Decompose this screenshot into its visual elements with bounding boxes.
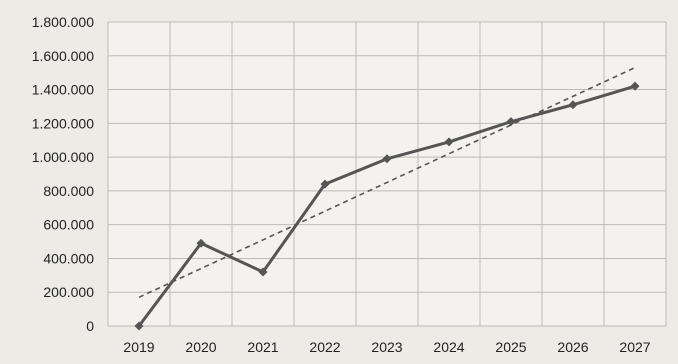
x-tick-label: 2022 <box>309 339 340 355</box>
series-group <box>134 81 640 331</box>
x-tick-label: 2027 <box>619 339 650 355</box>
y-tick-label: 800.000 <box>43 183 94 199</box>
y-tick-label: 600.000 <box>43 217 94 233</box>
y-tick-label: 0 <box>86 318 94 334</box>
gridlines <box>107 21 667 327</box>
y-tick-label: 400.000 <box>43 250 94 266</box>
y-axis-tick-labels: 0 200.000 400.000 600.000 800.000 1.000.000 1.… <box>32 14 95 334</box>
data-point-marker <box>258 267 268 277</box>
x-tick-label: 2025 <box>495 339 526 355</box>
x-tick-label: 2023 <box>371 339 402 355</box>
data-point-marker <box>134 321 144 331</box>
data-point-marker <box>196 238 206 248</box>
data-point-marker <box>382 154 392 164</box>
data-point-marker <box>506 117 516 127</box>
data-point-marker <box>630 81 640 91</box>
y-tick-label: 1.800.000 <box>32 14 94 30</box>
x-tick-label: 2020 <box>185 339 216 355</box>
plot-area <box>108 22 666 326</box>
y-tick-label: 200.000 <box>43 284 94 300</box>
data-point-marker <box>568 100 578 110</box>
y-tick-label: 1.200.000 <box>32 115 94 131</box>
data-point-marker <box>320 179 330 189</box>
x-axis-tick-labels: 2019 2020 2021 2022 2023 2024 2025 2026 2027 <box>123 339 650 355</box>
x-tick-label: 2026 <box>557 339 588 355</box>
y-tick-label: 1.400.000 <box>32 82 94 98</box>
x-tick-label: 2019 <box>123 339 154 355</box>
y-tick-label: 1.000.000 <box>32 149 94 165</box>
data-point-marker <box>444 137 454 147</box>
x-tick-label: 2021 <box>247 339 278 355</box>
trendline <box>138 66 636 299</box>
x-tick-label: 2024 <box>433 339 464 355</box>
y-tick-label: 1.600.000 <box>32 48 94 64</box>
trendline-group <box>138 66 636 299</box>
